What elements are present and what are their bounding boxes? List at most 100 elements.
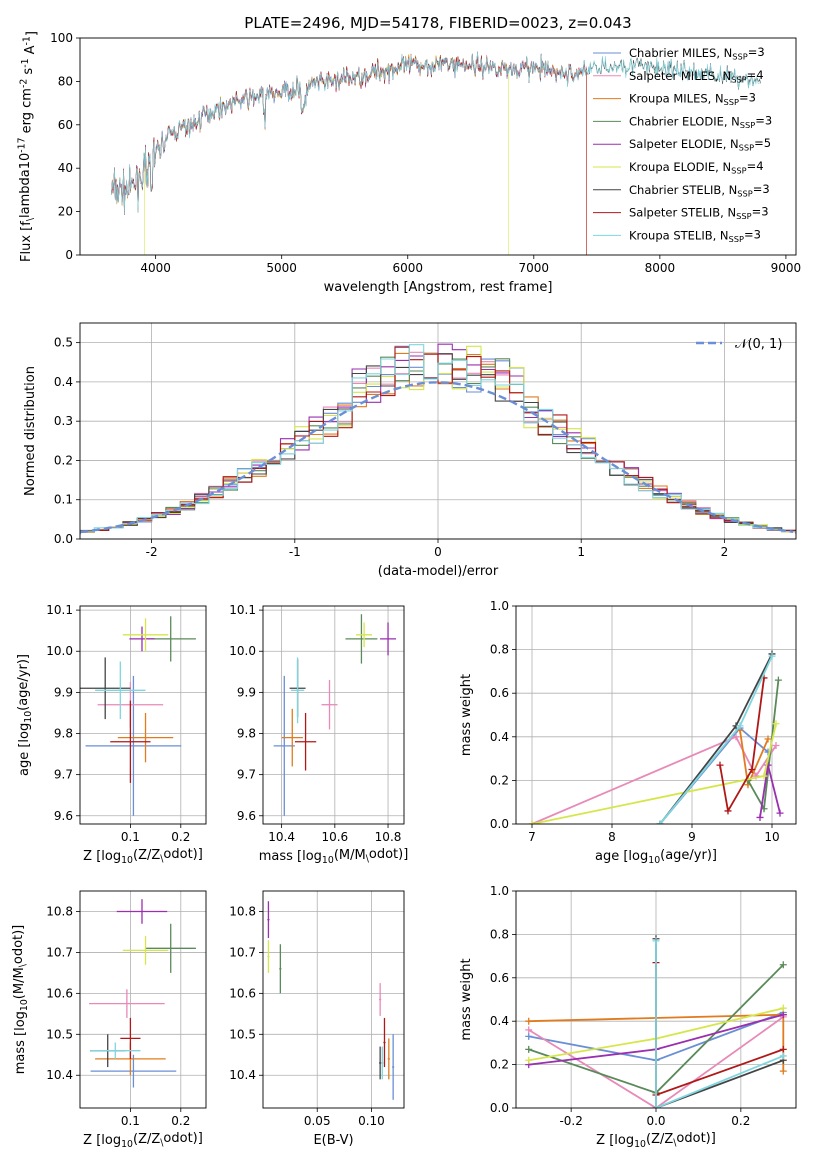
weight-marker bbox=[756, 813, 764, 821]
x-tick-label: 9000 bbox=[771, 261, 802, 275]
label-part: Z [log bbox=[83, 849, 121, 864]
x-tick-label: 0.1 bbox=[121, 1114, 140, 1128]
y-axis-label: Normed distribution bbox=[23, 366, 38, 496]
label-part: wavelength [Angstrom, rest frame] bbox=[324, 280, 553, 295]
x-tick-label: 0.0 bbox=[646, 1114, 665, 1128]
weight-marker bbox=[528, 820, 536, 824]
normal-curve bbox=[80, 381, 794, 534]
legend-label-main: Salpeter MILES, N bbox=[629, 69, 731, 83]
label-part: A bbox=[23, 45, 38, 58]
y-tick-label: 20 bbox=[58, 205, 73, 219]
legend-label-tail: =3 bbox=[752, 205, 769, 219]
axes-frame bbox=[79, 37, 797, 256]
label-part: odot)] bbox=[369, 847, 408, 862]
label-part: 10 bbox=[648, 855, 660, 866]
legend-label-sub: SSP bbox=[740, 120, 755, 130]
panel-age-vs-mass: 10.4 10.6 10.8 9.6 9.7 9.8 9.9 10.0 10.1 mass [lo… bbox=[229, 603, 408, 866]
x-tick-label: -2 bbox=[146, 545, 158, 559]
x-tick-label: 0.2 bbox=[731, 1114, 750, 1128]
x-tick-label: 10 bbox=[764, 830, 779, 844]
weight-marker bbox=[525, 1026, 533, 1034]
plot-area bbox=[528, 650, 784, 824]
y-tick-label: 9.6 bbox=[54, 809, 73, 823]
label-part: erg cm bbox=[20, 88, 35, 137]
x-tick-label: 1 bbox=[577, 545, 585, 559]
weight-marker bbox=[716, 761, 724, 769]
x-tick-label: -1 bbox=[289, 545, 301, 559]
legend-label-sub: SSP bbox=[737, 188, 752, 198]
axes-frame bbox=[262, 890, 405, 1109]
legend-label-sub: SSP bbox=[736, 211, 751, 221]
y-tick-label: 100 bbox=[50, 31, 73, 45]
y-tick-label: 0.8 bbox=[490, 643, 509, 657]
legend-label-main: Salpeter STELIB, N bbox=[629, 206, 736, 220]
x-axis-label: Z [log10​(Z/Z\​odot)] bbox=[83, 847, 203, 866]
label-part: Normed distribution bbox=[23, 366, 38, 496]
axes-frame bbox=[79, 605, 207, 825]
chart-title: PLATE=2496, MJD=54178, FIBERID=0023, z=0… bbox=[244, 14, 631, 32]
label-part: (data-model)/error bbox=[378, 564, 499, 579]
y-tick-label: 10.7 bbox=[46, 945, 73, 959]
legend-label-sub: SSP bbox=[739, 143, 754, 153]
legend-label-sub: SSP bbox=[732, 51, 747, 61]
x-tick-label: 8 bbox=[608, 830, 616, 844]
y-tick-label: 9.6 bbox=[237, 809, 256, 823]
label-part: \ bbox=[366, 854, 370, 865]
x-tick-label: 0.1 bbox=[121, 830, 140, 844]
legend-label-tail: =3 bbox=[755, 113, 772, 127]
label-part: \ bbox=[673, 1138, 677, 1149]
plot-area bbox=[267, 901, 395, 1100]
legend-label-tail: =3 bbox=[748, 45, 765, 59]
x-tick-label: 10.8 bbox=[375, 830, 402, 844]
label-part: s bbox=[21, 68, 36, 79]
legend-label: Chabrier STELIB, NSSP=3 bbox=[629, 182, 770, 198]
x-tick-label: 0 bbox=[434, 545, 442, 559]
legend-label-tail: =3 bbox=[744, 227, 761, 241]
label-part: -1 bbox=[20, 58, 31, 67]
legend-label-tail: =5 bbox=[754, 136, 771, 150]
label-part: ] bbox=[24, 31, 39, 36]
x-tick-label: 10.6 bbox=[321, 830, 348, 844]
axes-frame bbox=[79, 890, 207, 1109]
plot-area bbox=[525, 935, 787, 1108]
weight-marker bbox=[768, 652, 776, 660]
x-tick-label: 9 bbox=[688, 830, 696, 844]
label-part: odot)] bbox=[163, 1131, 202, 1146]
panel-mass-vs-ebv: 0.05 0.10 10.4 10.5 10.6 10.7 10.8 E(B-V) bbox=[229, 890, 405, 1148]
y-tick-label: 10.6 bbox=[229, 986, 256, 1000]
weight-marker bbox=[779, 1045, 787, 1053]
label-part: (age/yr)] bbox=[660, 848, 717, 863]
y-axis-label: Flux [f\​lambda10-17​ erg cm-2​ s-1​ A-1… bbox=[17, 31, 40, 262]
y-tick-label: 10.1 bbox=[229, 603, 256, 617]
x-axis-label: E(B-V) bbox=[313, 1133, 353, 1148]
label-part: (Z/Z bbox=[646, 1132, 673, 1147]
x-tick-label: 0.2 bbox=[171, 1114, 190, 1128]
legend-label-tail: =4 bbox=[747, 68, 764, 82]
weight-marker bbox=[772, 720, 780, 728]
label-part: odot)] bbox=[163, 847, 202, 862]
label-part: mass weight bbox=[459, 958, 474, 1040]
y-tick-label: 0.4 bbox=[490, 1014, 509, 1028]
y-tick-label: 0.0 bbox=[490, 817, 509, 831]
legend-label-main: Kroupa STELIB, N bbox=[629, 228, 729, 242]
label-part: (Z/Z bbox=[133, 848, 160, 863]
y-tick-label: 10.8 bbox=[229, 904, 256, 918]
panel-spectrum: 4000 5000 6000 7000 8000 9000 0 20 40 60 80 100 wave… bbox=[17, 31, 801, 295]
x-axis-label: Z [log10​(Z/Z\​odot)] bbox=[596, 1131, 716, 1150]
panel-mass-vs-Z: 0.1 0.2 10.4 10.5 10.6 10.7 10.8 Z [log10​(Z/Z\… bbox=[11, 890, 207, 1150]
y-axis-label: mass weight bbox=[459, 674, 474, 756]
label-part: age [log bbox=[595, 849, 648, 864]
label-part: \ bbox=[160, 854, 164, 865]
weight-line bbox=[531, 735, 777, 824]
legend-label-sub: SSP bbox=[731, 165, 746, 175]
histogram-step bbox=[80, 344, 796, 535]
panel-age-vs-Z: 0.1 0.2 9.6 9.7 9.8 9.9 10.0 10.1 Z [log10​(Z/Z\… bbox=[16, 603, 207, 866]
y-tick-label: 0.5 bbox=[54, 336, 73, 350]
y-tick-label: 0.3 bbox=[54, 414, 73, 428]
label-part: mass [log bbox=[259, 849, 322, 864]
y-tick-label: 10.5 bbox=[46, 1027, 73, 1041]
y-tick-label: 0.0 bbox=[54, 532, 73, 546]
legend-label: Kroupa ELODIE, NSSP=4 bbox=[629, 159, 764, 175]
